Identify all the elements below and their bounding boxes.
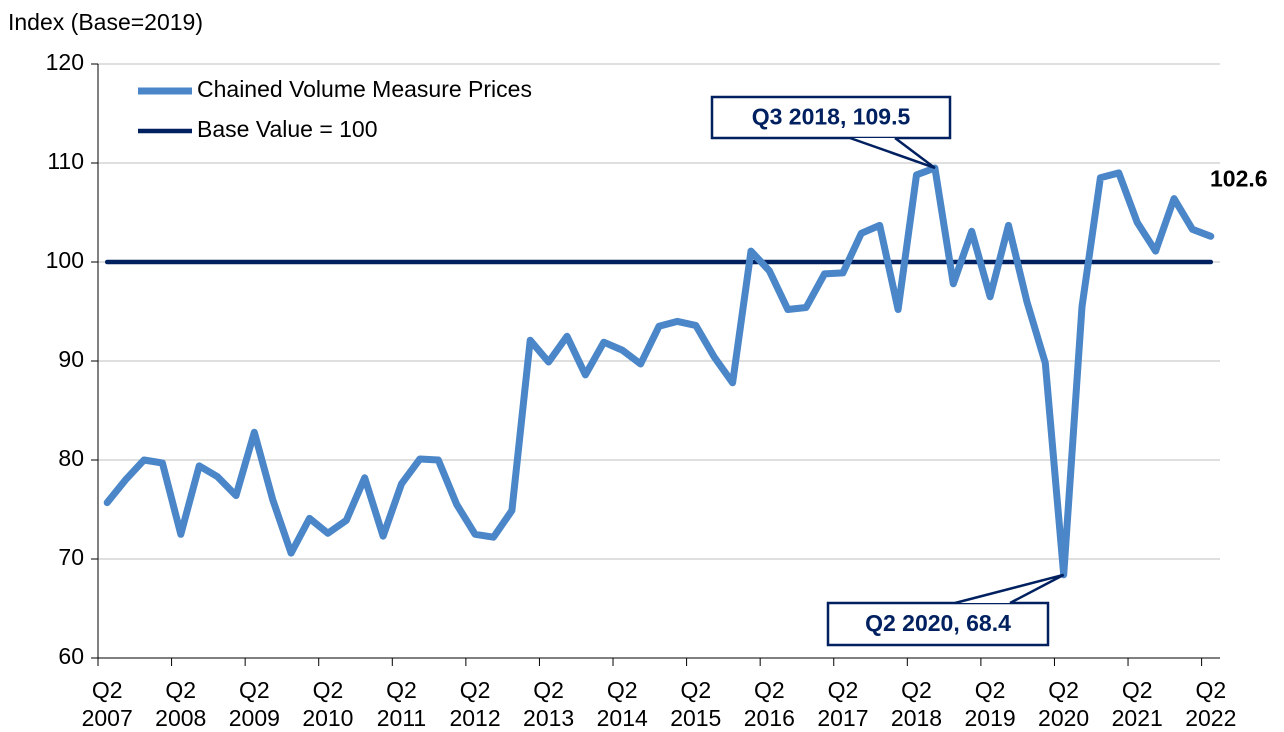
legend-label: Chained Volume Measure Prices [197,76,532,102]
callout-pointer [849,136,936,170]
x-tick-label: Q2 2021 [1111,677,1163,731]
line-series [103,164,1215,579]
y-tick-label: 110 [47,148,84,174]
callout-text: Q2 2020, 68.4 [865,610,1011,636]
y-tick-label: 120 [46,49,84,75]
x-tick-label: Q2 2017 [817,677,869,731]
x-tick-label: Q2 2009 [228,677,280,731]
x-tick-label: Q2 2014 [596,677,648,731]
callout-text: Q3 2018, 109.5 [752,104,911,130]
data-label: 102.6 [1210,165,1268,191]
x-tick-label: Q2 2018 [890,677,943,731]
x-tick-label: Q2 2019 [964,677,1016,731]
y-tick-label: 80 [58,445,84,471]
callout-pointer [954,573,1065,605]
x-tick-label: Q2 2015 [670,677,722,731]
x-tick-label: Q2 2010 [302,677,354,731]
y-axis-title: Index (Base=2019) [8,9,203,35]
x-tick-label: Q2 2022 [1185,677,1237,731]
legend-label: Base Value = 100 [197,116,378,142]
x-tick-label: Q2 2020 [1038,677,1090,731]
y-tick-label: 90 [58,346,84,372]
y-tick-label: 60 [58,643,84,669]
x-tick-label: Q2 2012 [449,677,501,731]
x-tick-label: Q2 2013 [523,677,575,731]
callout-box [826,601,1050,647]
y-tick-label: 100 [46,247,84,273]
y-tick-label: 70 [58,544,84,570]
callout-box [710,95,952,140]
x-tick-label: Q2 2007 [81,677,133,731]
x-tick-label: Q2 2011 [376,677,427,731]
x-tick-label: Q2 2008 [155,677,207,731]
x-tick-label: Q2 2016 [743,677,795,731]
